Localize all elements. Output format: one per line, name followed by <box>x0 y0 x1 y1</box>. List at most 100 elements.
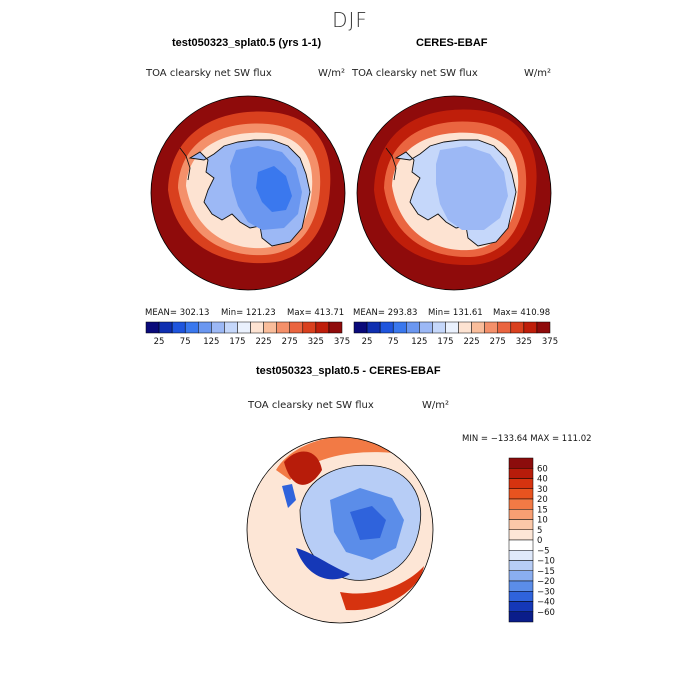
panel1-colorbar-swatch <box>302 321 317 334</box>
panel3-colorbar-tick-label: −30 <box>537 587 555 597</box>
panel3-colorbar-swatch <box>508 529 534 541</box>
panel2-colorbar-swatch <box>445 321 459 334</box>
season-title: DJF <box>332 8 368 32</box>
panel2-colorbar-tick-label: 225 <box>463 337 479 347</box>
panel3-colorbar-tick-label: 5 <box>537 526 542 536</box>
panel3-colorbar-tick-label: 40 <box>537 475 548 485</box>
panel3-positive-band-north <box>276 437 410 480</box>
panel2-colorbar-swatch <box>432 321 446 334</box>
panel2-colorbar-tick-label: 125 <box>411 337 427 347</box>
panel1-colorbar-tick-label: 25 <box>154 337 165 347</box>
panel3-negative-patch-south <box>296 548 350 580</box>
panel3-colorbar-tick-label: −60 <box>537 608 555 618</box>
panel2-colorbar-tick-label: 175 <box>437 337 453 347</box>
panel1-colorbar-swatch <box>145 321 160 334</box>
panel2-colorbar-swatch <box>406 321 420 334</box>
panel3-colorbar-swatch <box>508 591 534 602</box>
panel1-colorbar-swatch <box>211 321 225 334</box>
panel3-map <box>247 437 433 623</box>
panel2-peninsula <box>385 147 397 181</box>
panel3-colorbar-swatch <box>508 468 534 479</box>
panel1-max: Max= 413.71 <box>287 308 345 318</box>
panel1-variable: TOA clearsky net SW flux <box>146 68 272 79</box>
panel2-colorbar-tick-label: 275 <box>490 337 506 347</box>
panel3-units: W/m² <box>422 400 450 411</box>
panel3-colorbar-swatch <box>508 580 534 592</box>
panel3-positive-patch-nw <box>284 451 322 485</box>
panel3-colorbar-tick-label: 30 <box>537 485 548 495</box>
panel2-min: Min= 131.61 <box>428 308 483 318</box>
panel3-minmax: MIN = −133.64 MAX = 111.02 <box>462 434 592 444</box>
panel3-variable: TOA clearsky net SW flux <box>248 400 374 411</box>
panel3-colorbar-tick-label: 15 <box>537 505 548 515</box>
panel3-colorbar-swatch <box>508 478 534 489</box>
panel2-boundary <box>356 95 552 291</box>
panel3-colorbar-swatch <box>508 550 534 561</box>
panel1-units: W/m² <box>318 68 346 79</box>
panel1-title: test050323_splat0.5 (yrs 1-1) <box>172 37 322 49</box>
panel3-negative-patch-west <box>282 484 296 508</box>
panel2-colorbar-swatch <box>484 321 498 334</box>
panel2-variable: TOA clearsky net SW flux <box>352 68 478 79</box>
panel1-colorbar-swatch <box>315 321 330 334</box>
panel3-colorbar-swatch <box>508 519 534 530</box>
panel1-colorbar: 25 75 125 175 225 275 325 375 <box>145 321 350 347</box>
panel2-colorbar: 25 75 125 175 225 275 325 375 <box>353 321 558 347</box>
panel3-colorbar-swatch <box>508 560 534 571</box>
panel3-colorbar-tick-label: −5 <box>537 546 550 556</box>
panel1-colorbar-tick-label: 75 <box>180 337 191 347</box>
panel2-colorbar-swatch <box>366 321 381 334</box>
panel1-map <box>151 96 345 290</box>
panel1-colorbar-swatch <box>171 321 186 334</box>
panel3-colorbar-swatch <box>508 539 534 551</box>
panel2-mean: MEAN= 293.83 <box>353 308 418 318</box>
panel3-positive-band-south <box>340 566 424 611</box>
panel3-colorbar-swatch <box>508 509 534 520</box>
panel1-colorbar-tick-label: 275 <box>282 337 298 347</box>
panel1-colorbar-swatch <box>224 321 238 334</box>
panel2-units: W/m² <box>524 68 552 79</box>
panel2-colorbar-swatch <box>471 321 485 334</box>
panel3-colorbar-tick-label: −40 <box>537 598 555 608</box>
panel3-colorbar-tick-label: −10 <box>537 557 555 567</box>
panel1-colorbar-swatch <box>289 321 304 334</box>
panel3-colorbar-swatch <box>508 601 534 612</box>
panel3-colorbar-tick-label: 60 <box>537 464 548 474</box>
panel2-plateau <box>436 146 508 230</box>
panel1-colorbar-swatch <box>198 321 212 334</box>
panel1-colorbar-swatch <box>276 321 290 334</box>
panel3-colorbar-swatch <box>508 498 534 510</box>
panel2-max: Max= 410.98 <box>493 308 551 318</box>
panel2-colorbar-swatch <box>536 321 551 334</box>
panel2-map <box>357 96 551 290</box>
panel1-peninsula <box>179 147 191 181</box>
panel3-colorbar-tick-label: 10 <box>537 516 548 526</box>
panel3-negative-core-inner <box>350 506 386 540</box>
panel3-colorbar-swatch <box>508 570 534 582</box>
panel1-plateau-core <box>256 166 292 212</box>
panel1-colorbar-swatch <box>263 321 277 334</box>
panel2-colorbar-tick-label: 375 <box>542 337 558 347</box>
panel2-colorbar-swatch <box>510 321 525 334</box>
panel1-colorbar-tick-label: 375 <box>334 337 350 347</box>
panel3-colorbar-swatch <box>508 457 534 469</box>
panel3-colorbar-tick-label: −15 <box>537 567 555 577</box>
panel1-colorbar-swatch <box>328 321 343 334</box>
panel1-colorbar-tick-label: 125 <box>203 337 219 347</box>
panel2-title: CERES-EBAF <box>416 37 488 49</box>
panel1-mean: MEAN= 302.13 <box>145 308 210 318</box>
panel3-colorbar-tick-label: −20 <box>537 577 555 587</box>
panel2-colorbar-swatch <box>419 321 433 334</box>
panel3-colorbar-tick-label: 20 <box>537 495 548 505</box>
panel1-colorbar-tick-label: 325 <box>308 337 324 347</box>
panel1-colorbar-tick-label: 225 <box>255 337 271 347</box>
panel1-min: Min= 121.23 <box>221 308 276 318</box>
panel3-colorbar-tick-label: 0 <box>537 536 542 546</box>
panel3-boundary <box>246 436 434 624</box>
panel2-colorbar-tick-label: 25 <box>362 337 373 347</box>
panel3-colorbar-swatch <box>508 611 534 623</box>
panel3-title: test050323_splat0.5 - CERES-EBAF <box>256 365 441 377</box>
panel2-colorbar-swatch <box>523 321 538 334</box>
